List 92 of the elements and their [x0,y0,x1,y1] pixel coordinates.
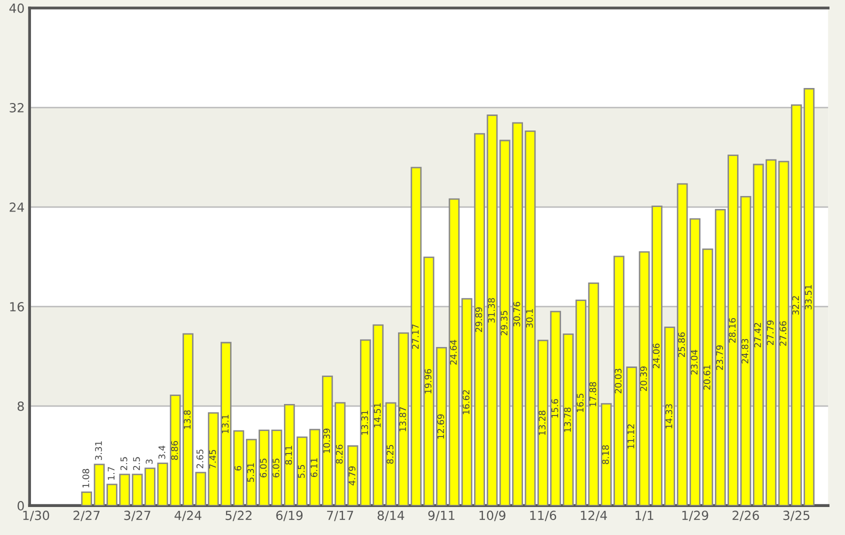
data-label: 8.11 [285,446,292,465]
x-tick-label: 2/27 [73,510,100,522]
data-label: 27.17 [412,324,419,349]
data-label: 23.04 [690,350,698,375]
bar [524,130,536,506]
x-tick-label: 1/29 [682,510,708,522]
data-label: 27.42 [754,323,761,348]
data-label: 20.39 [640,366,647,392]
bar [778,160,790,506]
data-label: 19.96 [424,369,432,394]
data-label: 6.05 [260,458,267,478]
data-label: 13.1 [222,414,229,434]
data-label: 8.86 [171,440,178,460]
x-tick-label: 9/11 [428,510,454,522]
data-label: 24.83 [742,338,748,364]
y-tick-label: 0 [18,501,24,510]
data-label: 5.31 [247,463,254,482]
x-tick-label: 3/25 [783,510,810,522]
y-tick-label: 16 [10,302,24,312]
data-label: 5.5 [298,464,305,478]
data-label: 20.61 [703,365,710,390]
data-label: 3.31 [95,441,102,460]
x-tick-label: 10/9 [480,510,506,522]
data-label: 8.18 [602,445,609,464]
data-label: 15.6 [551,399,558,418]
x-tick-label: 5/22 [226,510,252,522]
data-label: 32.2 [792,296,800,315]
data-label: 2.5 [133,457,140,470]
data-label: 4.79 [348,466,356,486]
data-label: 16.5 [576,394,584,412]
data-label: 12.69 [437,414,444,439]
data-label: 27.79 [766,320,774,345]
data-label: 27.66 [780,321,786,346]
data-label: 1.08 [82,468,90,488]
data-label: 29.35 [500,310,508,336]
bar [94,464,105,506]
data-label: 1.7 [108,467,114,480]
bar [81,491,92,506]
data-label: 14.33 [665,404,672,428]
x-tick-label: 3/27 [124,510,150,522]
data-label: 7.45 [209,450,216,469]
y-tick-label: 32 [10,103,24,112]
data-label: 6.11 [310,458,318,477]
y-tick-label: 24 [10,202,24,212]
y-tick-label: 8 [18,402,24,411]
data-label: 3 [146,460,153,464]
bar [740,196,752,506]
x-tick-label: 1/30 [23,510,50,522]
data-label: 13.87 [399,407,406,432]
data-label: 6 [234,466,242,470]
data-label: 30.1 [526,309,533,328]
data-label: 24.64 [450,340,457,365]
data-label: 2.65 [196,450,204,468]
data-label: 33.51 [804,285,812,310]
x-tick-label: 4/24 [174,510,202,522]
data-label: 13.31 [361,410,368,435]
data-label: 23.79 [716,345,723,370]
x-tick-label: 11/6 [530,510,556,522]
x-tick-label: 6/19 [276,510,303,522]
y-tick-label: 40 [9,3,24,13]
data-label: 13.78 [564,408,571,432]
data-label: 20.03 [614,368,622,394]
bar [309,428,320,506]
x-tick-label: 8/14 [378,510,404,522]
data-label: 13.8 [184,410,191,429]
data-label: 30.76 [513,302,520,326]
bar [562,333,574,506]
data-label: 16.62 [462,390,470,414]
x-tick-label: 12/4 [580,510,607,522]
bar [347,445,358,506]
data-label: 13.28 [538,410,546,435]
x-tick-label: 7/17 [327,510,354,522]
x-tick-label: 1/1 [636,510,654,522]
data-label: 17.88 [589,382,596,406]
data-label: 28.16 [728,318,736,343]
bar [600,403,612,506]
data-label: 24.06 [652,344,660,368]
data-label: 31.38 [488,298,495,323]
data-label: 29.89 [475,307,482,332]
bar [486,114,498,506]
data-label: 3.4 [158,446,166,459]
data-label: 2.5 [120,457,128,470]
data-label: 10.39 [323,428,330,453]
bar [233,430,244,506]
data-label: 6.05 [272,458,280,478]
data-label: 14.51 [374,403,381,428]
data-label: 11.12 [627,424,634,448]
x-tick-label: 2/26 [732,510,759,522]
bar [271,430,282,506]
data-label: 25.86 [678,332,685,358]
data-label: 8.25 [386,445,394,464]
data-label: 8.26 [336,444,343,464]
